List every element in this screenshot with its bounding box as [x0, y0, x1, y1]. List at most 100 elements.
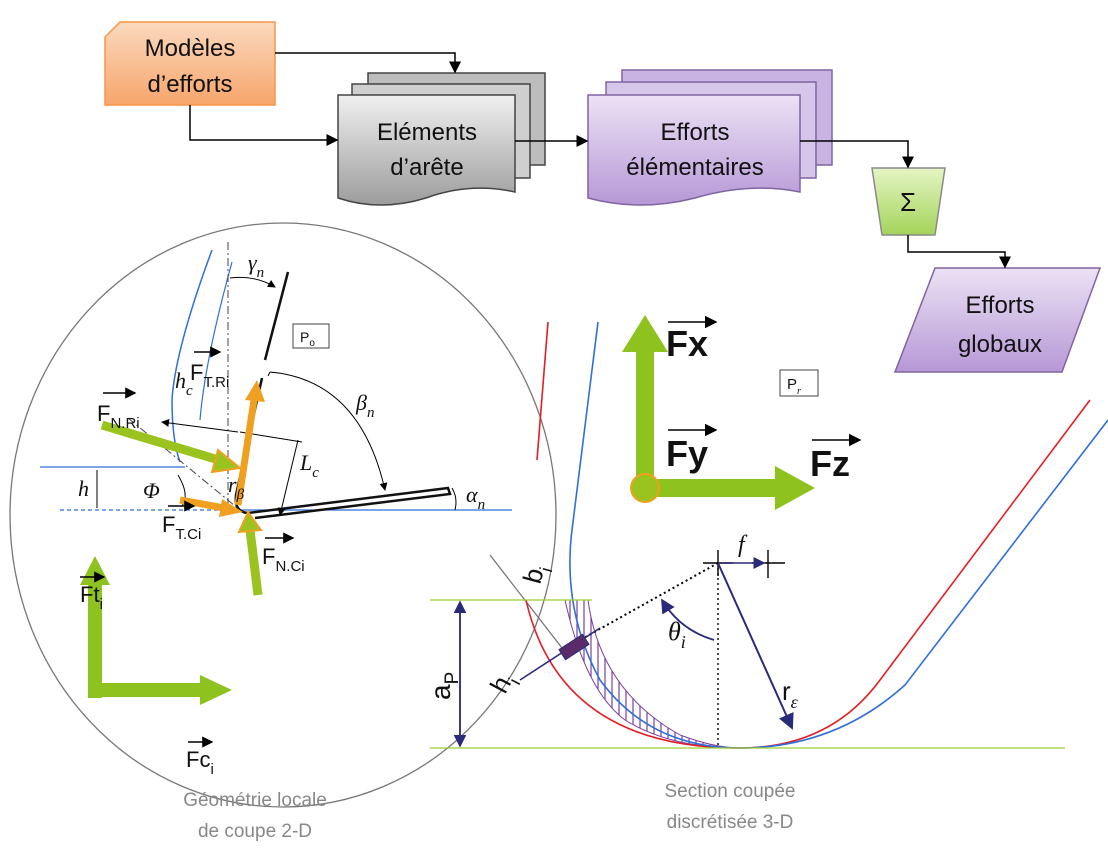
label-part: o	[309, 338, 315, 349]
shape	[219, 499, 243, 517]
vector-arrows	[668, 315, 862, 447]
label: aP	[425, 672, 463, 700]
label-part: n	[367, 405, 375, 421]
chip-element	[558, 633, 590, 661]
label-part: F	[262, 544, 275, 569]
label-part: T.Ci	[175, 526, 201, 543]
shape	[100, 420, 224, 466]
node-text: Eléments	[377, 119, 477, 146]
label: Po	[300, 329, 315, 349]
label-part: N.Ci	[275, 558, 304, 575]
shape	[161, 418, 239, 433]
shape	[179, 496, 225, 512]
label: bi	[517, 561, 557, 588]
chip-width-line	[519, 627, 601, 681]
zoom-ellipse	[9, 222, 557, 808]
shape	[775, 466, 815, 510]
label: rβ	[228, 472, 245, 503]
shape	[200, 675, 232, 705]
label: Pr	[787, 376, 801, 397]
shape	[630, 473, 660, 503]
section	[430, 315, 1108, 749]
node-text: d’arête	[390, 154, 463, 181]
label: αn	[466, 482, 485, 513]
label-part: Fc	[186, 747, 210, 772]
label-part: c	[312, 465, 319, 481]
label: FT.Ci	[162, 512, 201, 543]
label-part: r	[228, 472, 237, 497]
chip-edge	[171, 249, 213, 463]
label-part: Fy	[666, 433, 708, 474]
label-part: ε	[791, 692, 799, 712]
radius-line	[579, 562, 719, 641]
shape	[245, 380, 265, 402]
label-part: c	[186, 383, 193, 399]
shape	[451, 487, 457, 511]
label-part: β	[355, 390, 367, 415]
label-part: a	[425, 684, 456, 700]
hatched-section	[564, 599, 741, 749]
label-part: F	[190, 360, 203, 385]
chip-edge	[199, 261, 233, 421]
node-box	[871, 167, 946, 236]
label-part: θ	[668, 617, 681, 646]
node-text: d’efforts	[148, 71, 233, 98]
label-part: F	[97, 401, 110, 426]
label-part: γ	[248, 250, 258, 275]
label: Fy	[666, 433, 708, 474]
label-part: L	[299, 450, 312, 475]
node-box	[337, 94, 516, 206]
shape	[800, 140, 914, 169]
axes	[622, 315, 815, 510]
label-part: i	[536, 565, 556, 574]
edge-red	[536, 321, 549, 461]
label-part: i	[681, 632, 686, 652]
local-geometry	[9, 222, 563, 808]
angle-arc	[661, 598, 715, 641]
label-part: r	[797, 386, 801, 397]
label-part: α	[466, 482, 478, 507]
label: Fz	[810, 443, 850, 484]
plane-box	[292, 323, 330, 349]
radius-arrow	[717, 562, 794, 730]
shape	[234, 399, 258, 506]
label-part: P	[787, 376, 797, 393]
shape	[275, 52, 461, 74]
label: FT.Ri	[190, 360, 229, 391]
node-text: élémentaires	[626, 154, 763, 181]
rake-face	[263, 271, 290, 361]
label-part: h	[175, 368, 186, 393]
connectors	[189, 52, 1011, 269]
shape	[189, 105, 339, 146]
shape	[277, 439, 299, 516]
label: Fx	[666, 323, 708, 364]
label: Lc	[299, 450, 319, 481]
label-part: n	[478, 497, 486, 513]
shape	[229, 276, 276, 288]
vector-arrows	[80, 346, 295, 748]
node-text: Modèles	[145, 35, 236, 62]
label-part: Fz	[810, 443, 850, 484]
label-part: n	[257, 265, 265, 281]
label-part: Ft	[80, 582, 100, 607]
label-part: i	[100, 596, 103, 613]
node-text: Efforts	[966, 292, 1035, 319]
node-text: globaux	[958, 331, 1042, 358]
tool-edge	[234, 377, 452, 520]
caption: discrétisée 3-D	[667, 812, 794, 833]
label: FN.Ri	[97, 401, 140, 432]
shape	[907, 235, 1011, 269]
label-part: N.Ri	[110, 415, 139, 432]
label-part: i	[210, 761, 213, 778]
caption: Géométrie locale	[183, 790, 327, 811]
label-part: r	[782, 676, 791, 706]
shape	[267, 371, 271, 377]
label: γn	[248, 250, 264, 281]
forces	[80, 380, 265, 705]
label: Fti	[80, 582, 103, 613]
label: βn	[355, 390, 374, 421]
shape	[622, 315, 668, 352]
node-text: Efforts	[661, 119, 730, 146]
plane-box	[779, 369, 819, 397]
